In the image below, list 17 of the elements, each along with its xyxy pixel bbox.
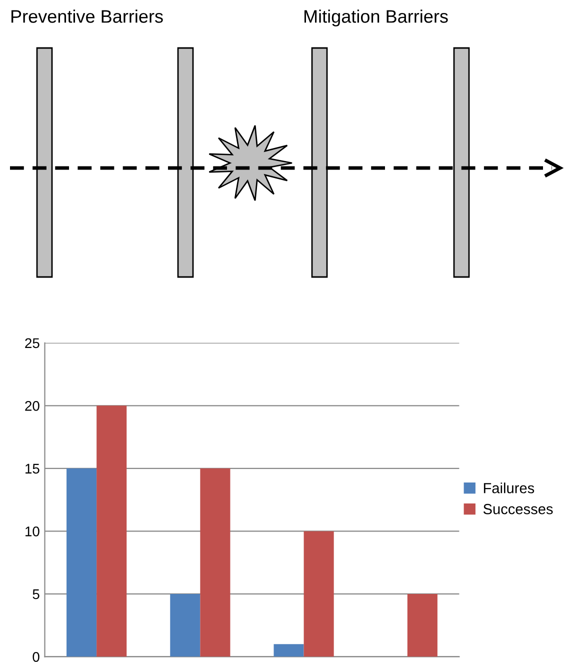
y-tick-label: 5 xyxy=(32,589,40,600)
text: Preventive Barriers xyxy=(11,10,163,23)
bar xyxy=(66,468,97,657)
y-tick-label: 15 xyxy=(26,464,40,474)
legend-label: Successes xyxy=(483,504,553,514)
y-tick-label: 25 xyxy=(25,338,40,348)
bar xyxy=(304,531,334,657)
bar xyxy=(407,594,438,657)
bar xyxy=(96,406,127,657)
y-tick-label: 10 xyxy=(26,526,40,536)
y-tick-label: 20 xyxy=(25,401,40,411)
bar xyxy=(170,594,200,657)
bar xyxy=(200,468,230,657)
legend-label: Failures xyxy=(484,482,534,494)
text: Mitigation Barriers xyxy=(304,10,448,26)
y-tick-label: 0 xyxy=(32,652,40,662)
bar xyxy=(274,644,304,657)
